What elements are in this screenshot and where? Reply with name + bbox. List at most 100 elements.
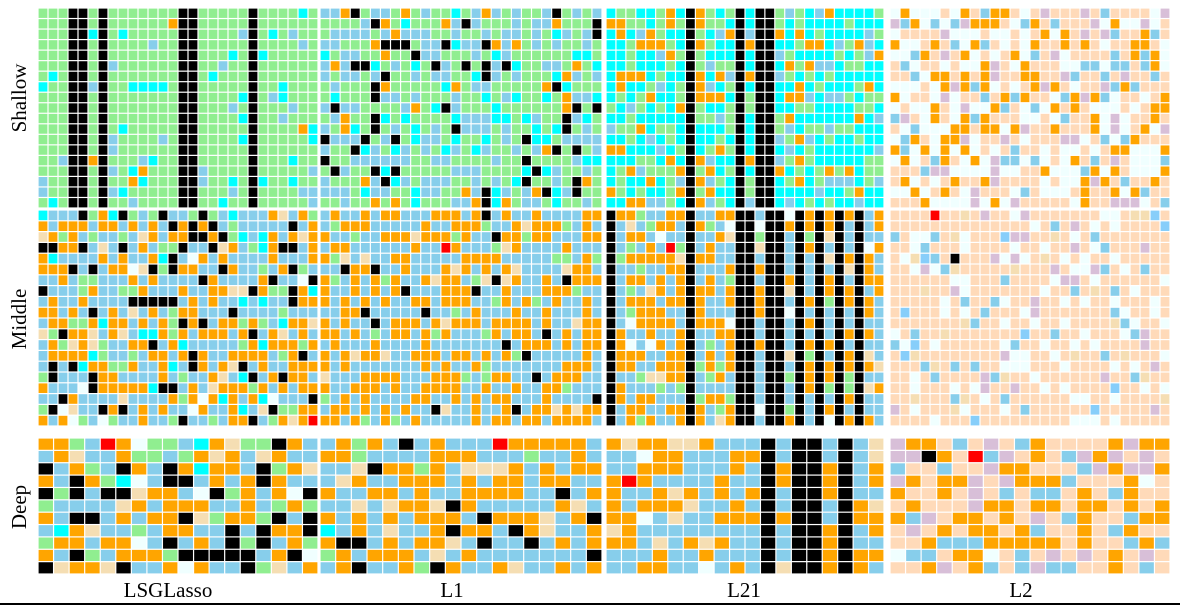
heatmap-cell [367,562,383,574]
heatmap-cell [522,8,531,18]
heatmap-cell [1030,307,1040,318]
heatmap-cell [1000,92,1010,103]
heatmap-cell [815,210,824,221]
heatmap-cell [542,307,552,318]
heatmap-cell [725,8,735,18]
heatmap-cell [1080,329,1090,339]
heatmap-cell [807,525,822,537]
heatmap-cell [1060,71,1070,82]
heatmap-cell [582,166,592,176]
heatmap-cell [248,253,258,264]
heatmap-cell [78,318,88,329]
heatmap-cell [1120,232,1130,242]
heatmap-cell [699,463,714,475]
heatmap-cell [209,500,225,512]
heatmap-cell [268,40,278,50]
heatmap-cell [461,155,471,166]
heatmap-cell [616,372,626,383]
heatmap-cell [874,383,884,393]
heatmap-cell [477,500,492,512]
heatmap-cell [990,40,1000,50]
heatmap-cell [705,275,715,285]
heatmap-cell [765,50,775,61]
heatmap-cell [1110,264,1120,275]
heatmap-cell [501,275,511,285]
heatmap-cell [930,124,940,134]
heatmap-cell [401,307,411,318]
heatmap-cell [350,307,360,318]
heatmap-cell [864,394,874,404]
heatmap-cell [48,318,58,329]
heatmap-cell [340,124,350,134]
heatmap-cell [178,450,193,463]
heatmap-cell [38,297,48,307]
heatmap-cell [775,275,785,285]
heatmap-cell [238,351,248,361]
heatmap-cell [542,297,552,307]
heatmap-cell [666,307,675,318]
heatmap-cell [511,221,521,231]
heatmap-cell [471,253,481,264]
heatmap-cell [68,232,78,242]
heatmap-cell [1020,177,1030,187]
heatmap-cell [360,329,370,339]
heatmap-cell [606,438,621,450]
heatmap-cell [791,488,807,500]
heatmap-cell [98,8,108,18]
heatmap-cell [805,19,814,29]
heatmap-cell [1140,155,1150,166]
heatmap-cell [178,372,188,383]
heatmap-cell [431,50,441,61]
heatmap-cell [586,475,602,487]
heatmap-cell [68,383,78,393]
heatmap-cell [198,329,208,339]
heatmap-cell [1100,394,1110,404]
heatmap-cell [940,394,950,404]
heatmap-cell [138,383,148,393]
heatmap-cell [471,29,481,39]
heatmap-cell [765,361,775,372]
heatmap-cell [118,243,128,253]
heatmap-cell [100,562,116,574]
heatmap-cell [441,134,451,145]
heatmap-cell [1040,61,1050,71]
heatmap-cell [88,210,98,221]
heatmap-cell [1010,82,1020,92]
heatmap-cell [1040,166,1050,176]
heatmap-cell [98,232,108,242]
heatmap-cell [1120,92,1130,103]
heatmap-cell [990,253,1000,264]
heatmap-cell [1040,253,1050,264]
heatmap-cell [626,361,636,372]
heatmap-cell [785,318,795,329]
heatmap-cell [198,103,208,113]
heatmap-cell [532,82,541,92]
heatmap-cell [745,92,755,103]
heatmap-cell [68,166,78,176]
heatmap-cell [890,210,900,221]
heatmap-cell [930,351,940,361]
heatmap-cell [228,351,238,361]
heatmap-cell [48,329,58,339]
heatmap-cell [421,103,431,113]
heatmap-cell [755,50,765,61]
heatmap-cell [248,19,258,29]
heatmap-cell [606,19,616,29]
heatmap-cell [825,275,834,285]
heatmap-cell [218,40,228,50]
heatmap-cell [168,307,178,318]
heatmap-cell [532,40,541,50]
heatmap-cell [383,512,398,524]
heatmap-cell [1120,82,1130,92]
heatmap-cell [825,113,834,124]
heatmap-cell [616,286,626,296]
heatmap-cell [391,307,400,318]
heatmap-cell [68,92,78,103]
heatmap-cell [414,512,430,524]
heatmap-cell [431,210,441,221]
heatmap-cell [118,103,128,113]
heatmap-cell [198,232,208,242]
heatmap-cell [666,113,675,124]
heatmap-cell [838,512,853,524]
heatmap-cell [421,40,431,50]
